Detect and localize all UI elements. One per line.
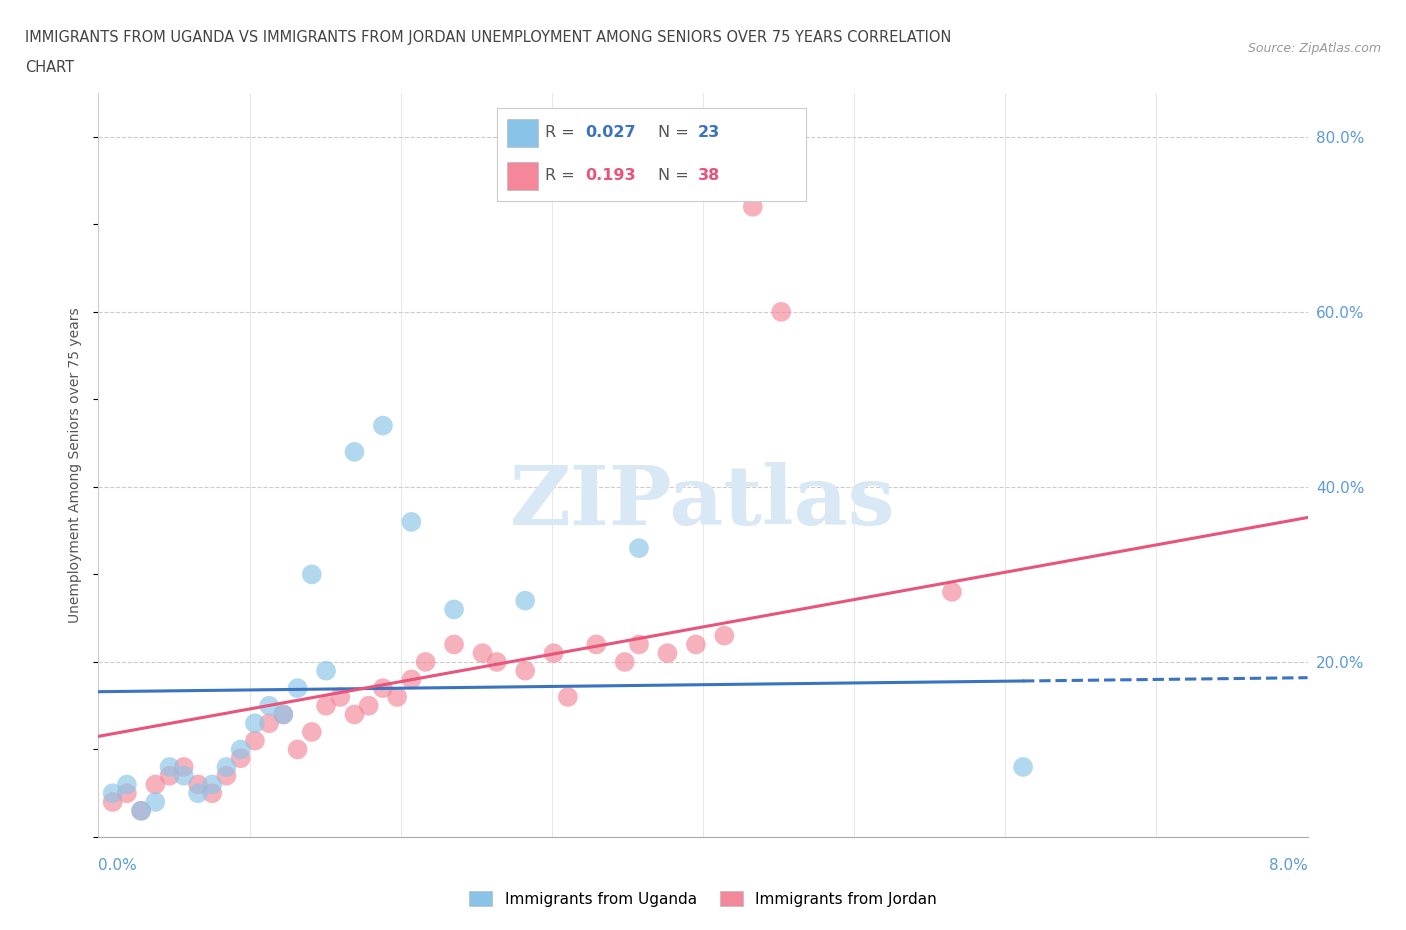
Point (287, 742, 309, 757)
Point (159, 760, 181, 775)
Point (685, 637, 707, 652)
Point (229, 751, 252, 765)
Point (443, 602, 465, 617)
Point (115, 777, 138, 792)
Text: 0.027: 0.027 (585, 126, 636, 140)
Point (385, 689, 408, 704)
Point (101, 794, 124, 809)
Point (657, 645, 679, 660)
Text: 8.0%: 8.0% (1268, 857, 1308, 872)
Point (627, 637, 650, 652)
Text: 38: 38 (697, 168, 720, 183)
Point (357, 698, 380, 713)
Point (515, 593, 537, 608)
Point (287, 681, 309, 696)
Point (401, 514, 423, 529)
Legend: Immigrants from Uganda, Immigrants from Jordan: Immigrants from Uganda, Immigrants from … (464, 885, 942, 913)
Text: CHART: CHART (25, 60, 75, 75)
Point (115, 786, 138, 801)
FancyBboxPatch shape (506, 162, 537, 190)
Point (273, 707, 295, 722)
Text: 0.193: 0.193 (585, 168, 636, 183)
Point (627, 540, 650, 555)
Text: N =: N = (658, 126, 693, 140)
Point (215, 760, 238, 775)
Point (143, 794, 166, 809)
Point (343, 707, 366, 722)
Point (471, 645, 494, 660)
Point (315, 663, 337, 678)
Point (173, 768, 195, 783)
Point (257, 698, 280, 713)
Y-axis label: Unemployment Among Seniors over 75 years: Unemployment Among Seniors over 75 years (69, 307, 83, 623)
Point (741, 199, 763, 214)
Point (329, 689, 352, 704)
Text: R =: R = (546, 168, 581, 183)
Point (129, 804, 152, 818)
Point (585, 637, 607, 652)
Point (443, 637, 465, 652)
FancyBboxPatch shape (506, 119, 537, 147)
Point (1012, 760, 1035, 775)
Text: R =: R = (546, 126, 581, 140)
Point (243, 716, 266, 731)
Point (713, 629, 735, 644)
Point (187, 786, 209, 801)
Point (243, 733, 266, 748)
Point (485, 655, 508, 670)
Point (201, 777, 224, 792)
Point (187, 777, 209, 792)
Point (173, 760, 195, 775)
Point (229, 742, 252, 757)
Point (613, 655, 636, 670)
Text: N =: N = (658, 168, 693, 183)
Point (770, 304, 793, 319)
Point (401, 672, 423, 687)
Point (273, 707, 295, 722)
Text: 23: 23 (697, 126, 720, 140)
Point (543, 645, 565, 660)
Point (159, 768, 181, 783)
Point (415, 655, 437, 670)
Point (143, 777, 166, 792)
Point (129, 804, 152, 818)
Point (257, 716, 280, 731)
Point (201, 786, 224, 801)
Point (343, 445, 366, 459)
Point (301, 567, 323, 582)
Text: 0.0%: 0.0% (98, 857, 138, 872)
Point (941, 584, 963, 599)
Text: ZIPatlas: ZIPatlas (510, 462, 896, 542)
Point (315, 698, 337, 713)
Point (215, 768, 238, 783)
Point (301, 724, 323, 739)
Point (371, 418, 394, 433)
Text: Source: ZipAtlas.com: Source: ZipAtlas.com (1247, 42, 1381, 55)
Point (101, 786, 124, 801)
Point (557, 689, 579, 704)
Point (371, 681, 394, 696)
Point (515, 663, 537, 678)
Text: IMMIGRANTS FROM UGANDA VS IMMIGRANTS FROM JORDAN UNEMPLOYMENT AMONG SENIORS OVER: IMMIGRANTS FROM UGANDA VS IMMIGRANTS FRO… (25, 30, 952, 45)
